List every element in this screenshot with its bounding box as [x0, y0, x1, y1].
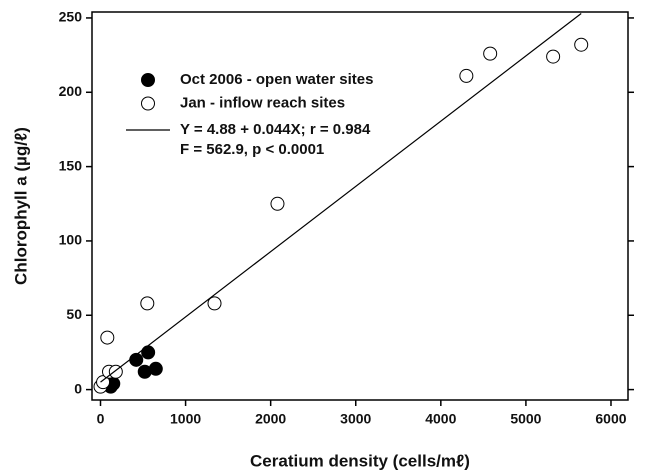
y-tick-label: 50 [66, 306, 82, 322]
point [574, 37, 589, 52]
y-tick-label: 100 [59, 232, 83, 248]
point [546, 49, 561, 64]
y-tick-label: 150 [59, 157, 83, 173]
y-tick-label: 0 [74, 380, 82, 396]
point [140, 296, 155, 311]
point [207, 296, 222, 311]
x-tick-label: 1000 [170, 411, 201, 427]
legend-marker [141, 73, 155, 87]
y-axis-label: Chlorophyll a (µg/ℓ) [11, 127, 30, 285]
legend-marker [141, 96, 155, 111]
point [141, 345, 156, 360]
x-tick-label: 3000 [340, 411, 371, 427]
x-tick-label: 4000 [425, 411, 456, 427]
point [270, 196, 285, 211]
point [96, 375, 111, 390]
legend-label: Y = 4.88 + 0.044X; r = 0.984 [180, 121, 371, 138]
x-tick-label: 6000 [595, 411, 626, 427]
legend-label: Oct 2006 - open water sites [180, 71, 373, 88]
y-tick-label: 250 [59, 9, 83, 25]
x-tick-label: 2000 [255, 411, 286, 427]
legend-label: Jan - inflow reach sites [180, 94, 345, 111]
point [459, 68, 474, 83]
point [148, 361, 163, 376]
x-axis-label: Ceratium density (cells/mℓ) [250, 451, 470, 470]
x-tick-label: 5000 [510, 411, 541, 427]
fit-line [100, 13, 582, 383]
x-tick-label: 0 [97, 411, 105, 427]
annotation: F = 562.9, p < 0.0001 [180, 141, 324, 158]
y-tick-label: 200 [59, 83, 83, 99]
point [483, 46, 498, 61]
plot-frame [91, 11, 629, 401]
point [100, 330, 115, 345]
